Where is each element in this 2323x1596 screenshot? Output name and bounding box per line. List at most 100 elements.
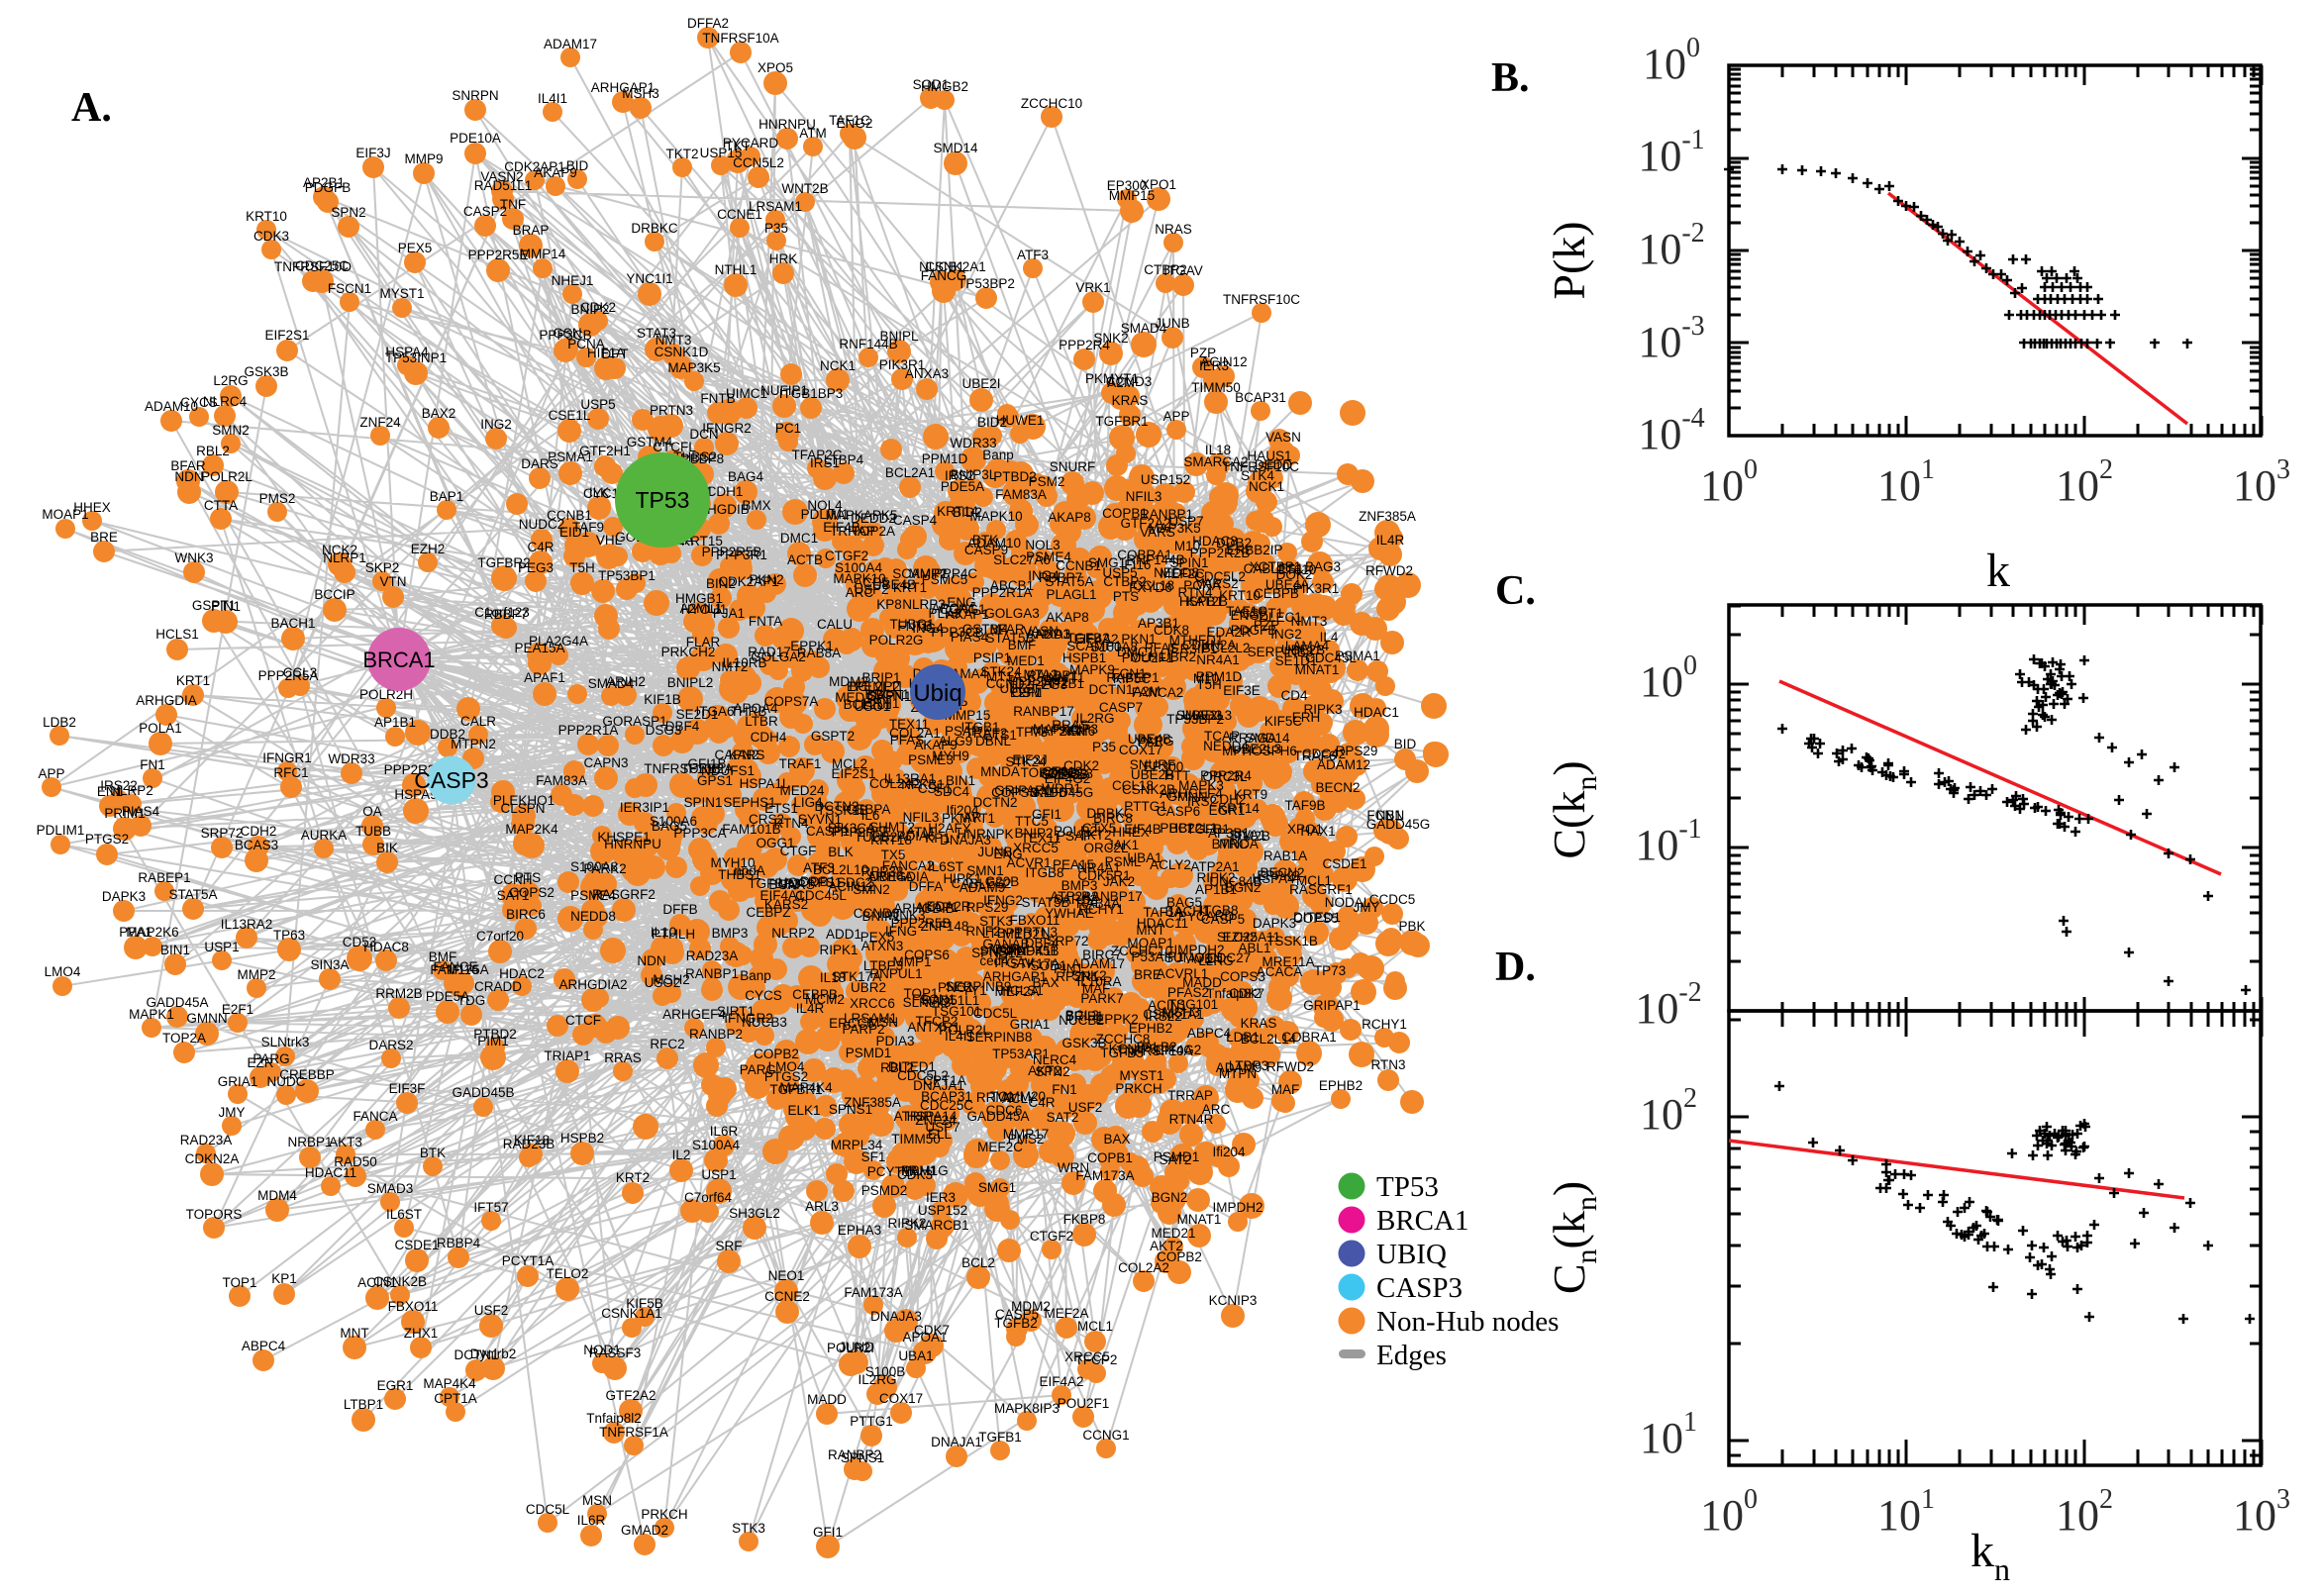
- svg-text:RANBP17: RANBP17: [1081, 889, 1143, 904]
- svg-text:RNF144B: RNF144B: [839, 337, 897, 351]
- svg-text:PCYT1A: PCYT1A: [502, 1253, 555, 1268]
- svg-text:CCNG1: CCNG1: [1082, 1428, 1129, 1443]
- svg-text:npdA: npdA: [734, 863, 765, 878]
- svg-text:GRIPAP1: GRIPAP1: [1303, 998, 1361, 1013]
- svg-text:GFI1: GFI1: [813, 1525, 843, 1540]
- svg-text:TKT2: TKT2: [665, 147, 698, 161]
- svg-text:NUDC: NUDC: [267, 1074, 306, 1089]
- svg-text:XPO5: XPO5: [758, 60, 793, 75]
- svg-text:CDC5L: CDC5L: [973, 1006, 1018, 1021]
- svg-text:S100A4: S100A4: [692, 1138, 741, 1152]
- svg-text:RFC2: RFC2: [650, 1037, 684, 1051]
- svg-text:CASP3: CASP3: [414, 767, 488, 793]
- svg-text:MAP4K4: MAP4K4: [423, 1376, 476, 1391]
- svg-text:ADAM9: ADAM9: [1216, 1060, 1262, 1075]
- svg-text:COPS6: COPS6: [904, 948, 950, 962]
- svg-text:M10: M10: [1193, 671, 1219, 686]
- svg-text:CALR: CALR: [460, 714, 496, 729]
- svg-text:TP53: TP53: [1376, 1171, 1439, 1203]
- svg-text:FN1: FN1: [1052, 1082, 1077, 1097]
- svg-text:EIF4A2: EIF4A2: [1039, 1374, 1083, 1389]
- svg-text:DITED1: DITED1: [888, 1059, 936, 1074]
- svg-text:FBXO11: FBXO11: [388, 1299, 439, 1314]
- svg-text:HCLS1: HCLS1: [155, 627, 199, 642]
- svg-text:MTA2: MTA2: [1023, 667, 1058, 682]
- svg-text:ADD1: ADD1: [826, 927, 861, 942]
- svg-text:SH6: SH6: [1069, 724, 1095, 739]
- svg-text:BACH1: BACH1: [270, 616, 315, 631]
- svg-text:BCAP31: BCAP31: [1235, 390, 1286, 405]
- svg-text:ATRIP: ATRIP: [894, 1109, 933, 1124]
- svg-text:CCNE2: CCNE2: [764, 1289, 810, 1304]
- svg-text:FAM173A: FAM173A: [844, 1285, 902, 1300]
- svg-text:TP53: TP53: [636, 487, 690, 513]
- svg-text:PSMA1: PSMA1: [548, 449, 593, 464]
- svg-text:PSML: PSML: [1105, 854, 1142, 869]
- svg-text:NODAL: NODAL: [1325, 895, 1371, 910]
- svg-text:PDE5A: PDE5A: [426, 989, 469, 1004]
- svg-text:BRCA1: BRCA1: [1376, 1205, 1468, 1237]
- svg-text:PMS2: PMS2: [259, 491, 296, 506]
- svg-text:TP53BP1: TP53BP1: [598, 568, 656, 583]
- svg-text:DCTN2: DCTN2: [814, 799, 858, 814]
- svg-text:SKP2: SKP2: [365, 560, 400, 575]
- svg-text:CDH2: CDH2: [241, 824, 277, 839]
- svg-text:PRKCH: PRKCH: [1115, 1081, 1162, 1096]
- svg-text:IER3: IER3: [1199, 358, 1229, 373]
- svg-text:OA: OA: [362, 804, 382, 819]
- svg-text:COPS2: COPS2: [509, 885, 555, 900]
- svg-text:CYCS: CYCS: [745, 988, 782, 1003]
- svg-text:CDKN2A: CDKN2A: [185, 1151, 240, 1166]
- svg-text:DARS2: DARS2: [368, 1038, 413, 1052]
- svg-text:C4R: C4R: [527, 540, 554, 554]
- svg-text:IFI16: IFI16: [1121, 557, 1152, 572]
- svg-text:GSTM4: GSTM4: [627, 435, 673, 449]
- svg-text:NDN: NDN: [637, 953, 665, 968]
- svg-text:BIN1: BIN1: [160, 943, 190, 957]
- svg-text:CSDE1: CSDE1: [394, 1238, 439, 1252]
- svg-text:BLK: BLK: [828, 845, 854, 859]
- svg-text:MADD: MADD: [807, 1392, 847, 1407]
- svg-text:SHMT2: SHMT2: [869, 820, 915, 835]
- svg-text:ARC: ARC: [1202, 1102, 1231, 1117]
- svg-text:KIF5C: KIF5C: [1113, 671, 1152, 686]
- svg-text:SNRPN: SNRPN: [452, 88, 498, 103]
- svg-text:MAPK8IP3: MAPK8IP3: [994, 1401, 1060, 1416]
- svg-text:HSPB1: HSPB1: [1062, 650, 1106, 665]
- svg-text:BIRC6: BIRC6: [506, 907, 546, 922]
- svg-text:DMC1: DMC1: [780, 531, 818, 546]
- svg-text:FNTA: FNTA: [749, 614, 782, 629]
- svg-text:IL6R: IL6R: [577, 1513, 606, 1528]
- svg-text:HDAC11: HDAC11: [305, 1165, 356, 1180]
- svg-text:TSSK1B: TSSK1B: [1266, 934, 1318, 948]
- svg-text:NOL4: NOL4: [807, 498, 843, 513]
- svg-text:EIF4G2: EIF4G2: [1156, 1043, 1202, 1057]
- svg-text:DCTN1: DCTN1: [454, 1347, 498, 1362]
- svg-text:CDC27: CDC27: [1207, 950, 1251, 965]
- svg-text:IL18: IL18: [1205, 443, 1231, 457]
- svg-text:KIF1B: KIF1B: [644, 692, 681, 707]
- svg-text:ADAM17: ADAM17: [544, 37, 597, 51]
- svg-text:ZHX1: ZHX1: [404, 1326, 439, 1341]
- svg-text:ITGAV: ITGAV: [1163, 263, 1203, 278]
- svg-text:TP53BP2: TP53BP2: [958, 276, 1015, 291]
- svg-text:RRAS: RRAS: [604, 1050, 642, 1065]
- svg-text:RBBP4: RBBP4: [437, 1236, 481, 1250]
- svg-text:WDR1: WDR1: [1042, 781, 1081, 796]
- svg-text:MCL2: MCL2: [832, 756, 867, 771]
- svg-text:SNURF: SNURF: [1050, 459, 1096, 474]
- svg-text:TRAF6: TRAF6: [1294, 748, 1337, 763]
- svg-text:BRAP: BRAP: [513, 223, 550, 238]
- svg-text:NLRP3: NLRP3: [902, 597, 946, 612]
- svg-text:CTTA: CTTA: [204, 498, 238, 513]
- svg-text:SF1: SF1: [861, 1149, 886, 1164]
- svg-text:PEG3: PEG3: [518, 560, 554, 575]
- svg-text:SMG1: SMG1: [978, 1180, 1016, 1195]
- svg-text:PTGS2: PTGS2: [85, 832, 129, 847]
- svg-text:BNIP2: BNIP2: [570, 302, 609, 317]
- svg-text:RFWD2: RFWD2: [1266, 1059, 1314, 1074]
- svg-text:GTF2A2: GTF2A2: [605, 1388, 656, 1403]
- svg-text:RTN3: RTN3: [1370, 1057, 1405, 1072]
- svg-text:ZNF385A: ZNF385A: [844, 1095, 901, 1110]
- svg-text:BNIP3L: BNIP3L: [951, 467, 997, 482]
